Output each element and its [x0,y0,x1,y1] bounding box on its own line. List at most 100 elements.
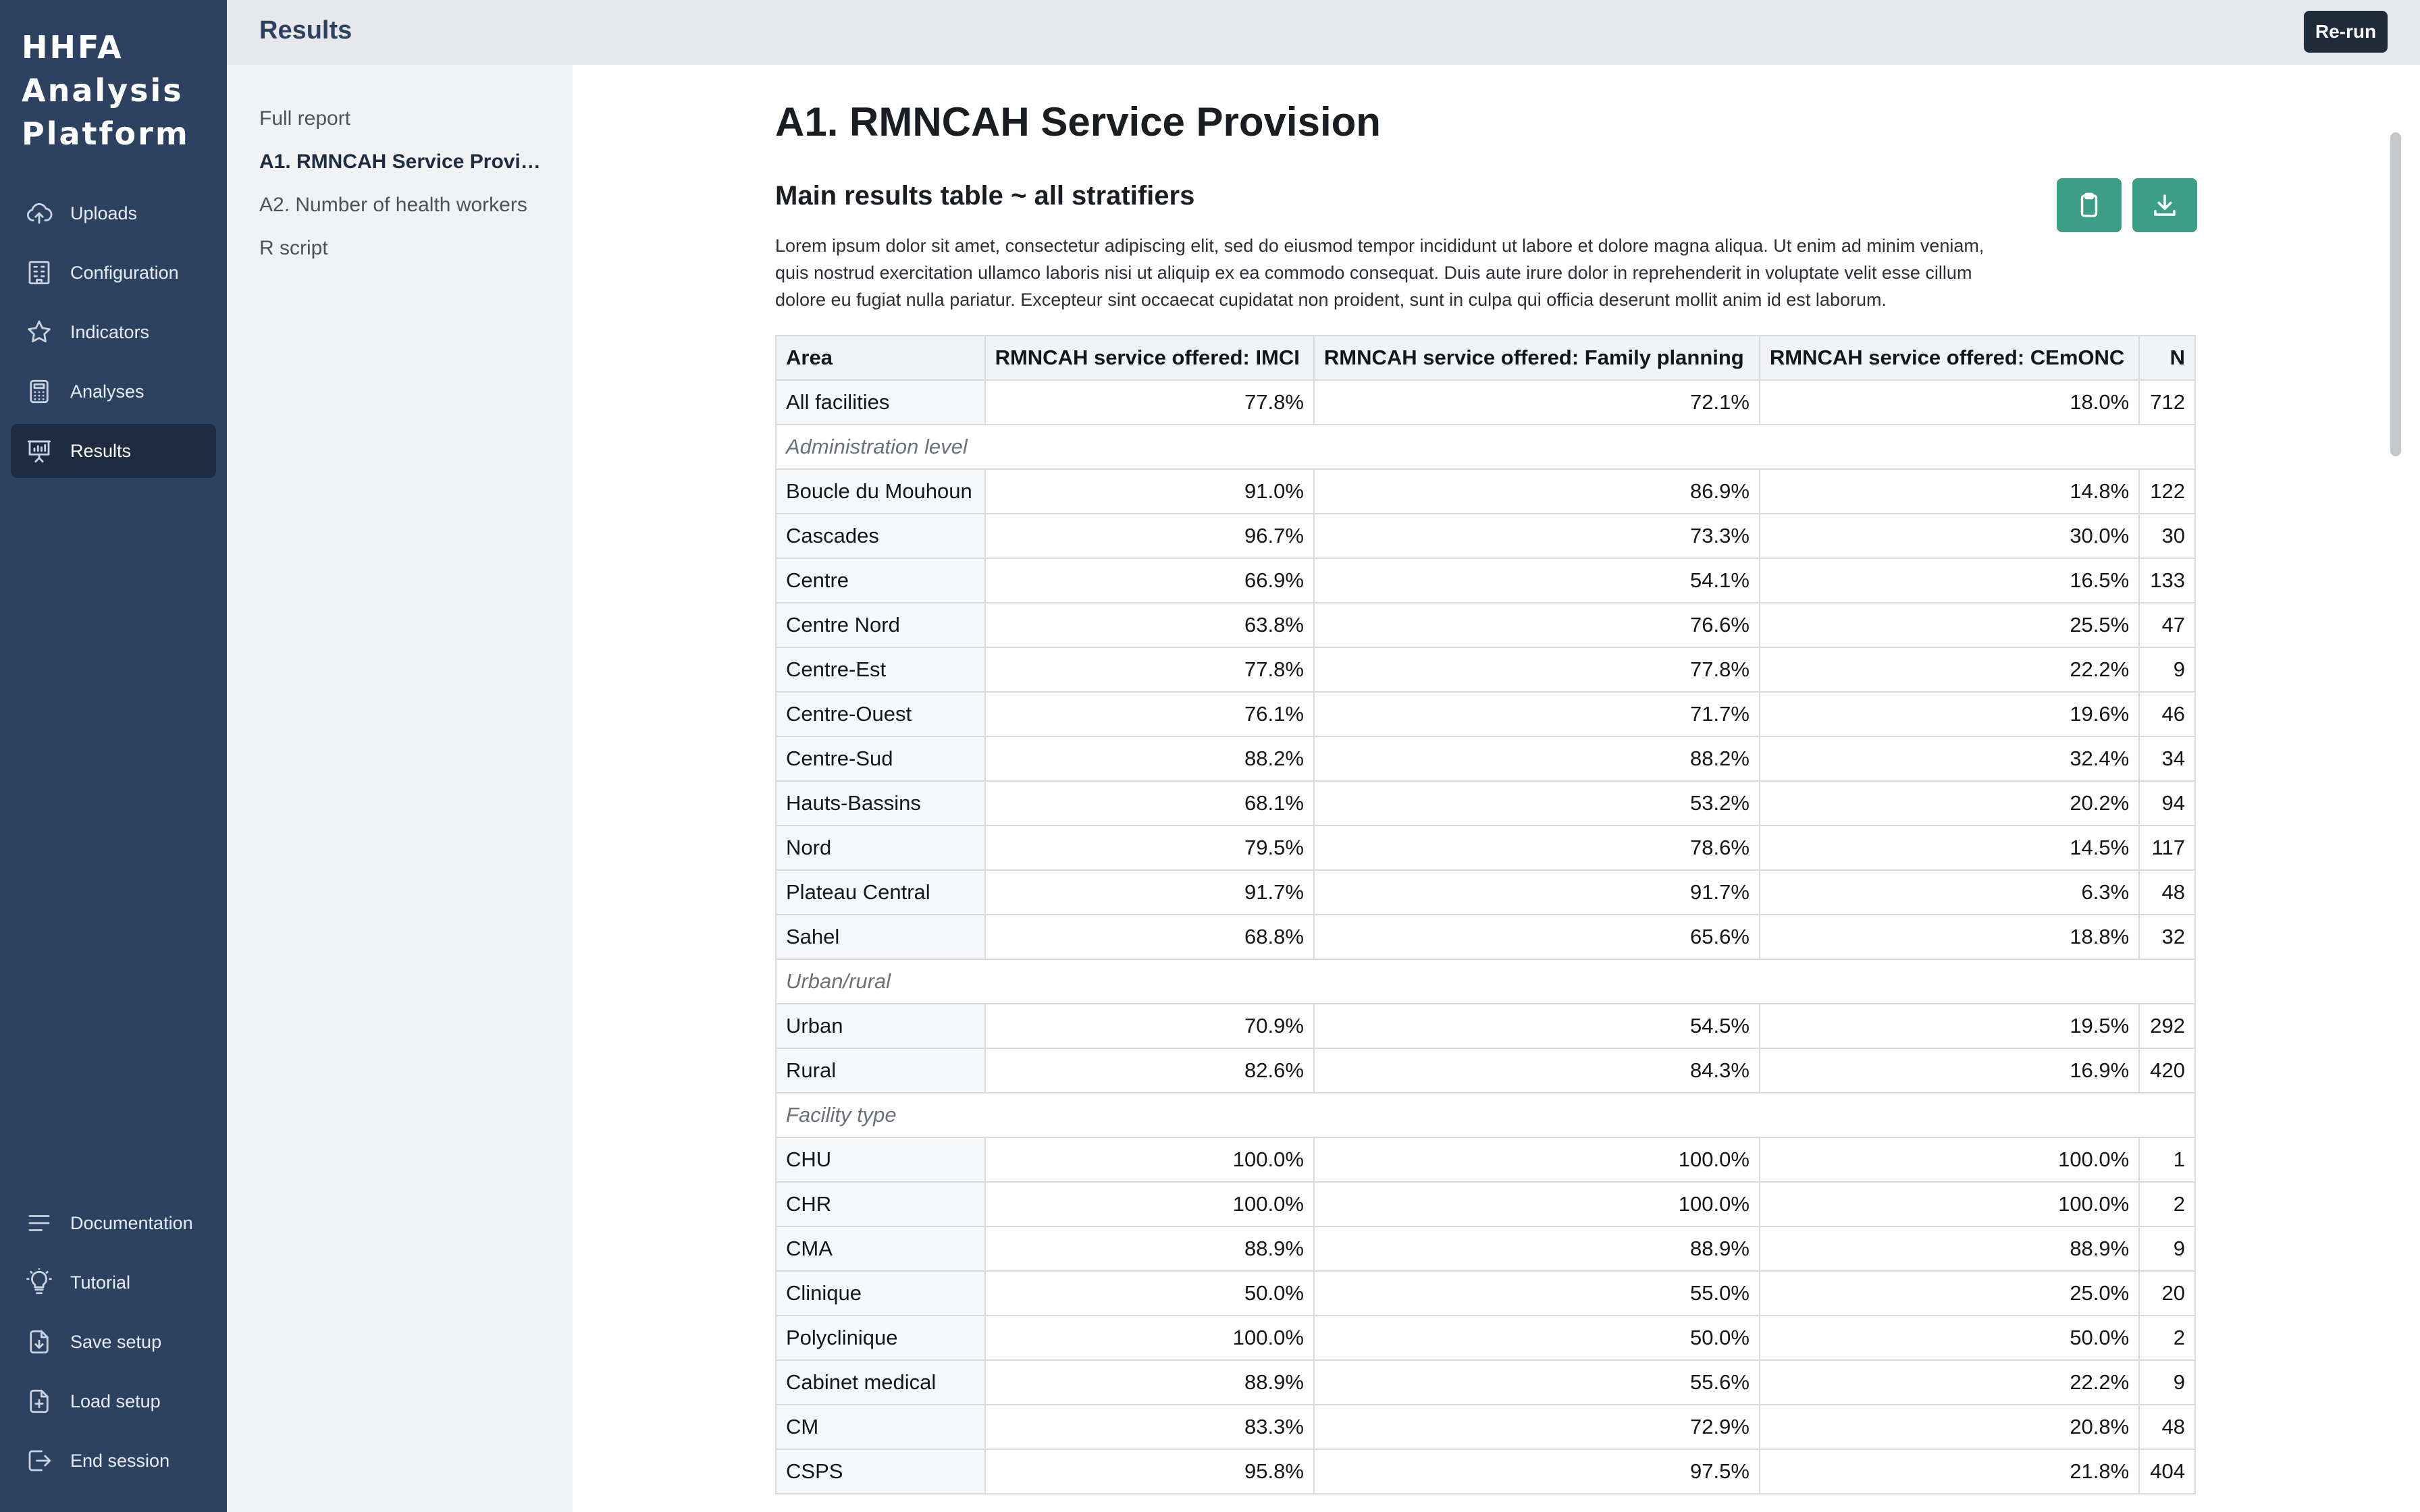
cell-imci: 77.8% [984,647,1315,693]
cell-cemonc: 19.5% [1758,1003,2140,1049]
table-row: All facilities 77.8% 72.1% 18.0% 712 [775,379,2196,425]
cell-family-planning: 91.7% [1313,869,1760,915]
cell-family-planning: 55.0% [1313,1270,1760,1316]
cell-area: CHU [775,1137,986,1183]
nav-label: Documentation [70,1212,193,1233]
cell-n: 30 [2138,513,2196,559]
cell-area: Cabinet medical [775,1359,986,1405]
section-description: Lorem ipsum dolor sit amet, consectetur … [775,236,1984,310]
cell-family-planning: 100.0% [1313,1137,1760,1183]
building-icon [24,258,54,288]
nav-item-configuration[interactable]: Configuration [11,246,216,300]
cell-family-planning: 54.5% [1313,1003,1760,1049]
cell-cemonc: 50.0% [1758,1315,2140,1361]
cell-area: Rural [775,1048,986,1094]
cell-family-planning: 54.1% [1313,558,1760,603]
table-row: CSPS 95.8% 97.5% 21.8% 404 [775,1449,2196,1494]
cell-n: 20 [2138,1270,2196,1316]
download-button[interactable] [2132,178,2197,232]
table-row: CHR 100.0% 100.0% 100.0% 2 [775,1181,2196,1227]
nav-label: Indicators [70,321,150,342]
table-row: Hauts-Bassins 68.1% 53.2% 20.2% 94 [775,780,2196,826]
cell-n: 48 [2138,1404,2196,1450]
cell-cemonc: 88.9% [1758,1226,2140,1272]
cell-cemonc: 22.2% [1758,647,2140,693]
table-header-row: Area RMNCAH service offered: IMCI RMNCAH… [775,335,2196,381]
cell-area: Boucle du Mouhoun [775,468,986,514]
table-row: Centre-Sud 88.2% 88.2% 32.4% 34 [775,736,2196,782]
cell-cemonc: 32.4% [1758,736,2140,782]
nav-item-save-setup[interactable]: Save setup [11,1315,216,1369]
cell-area: Clinique [775,1270,986,1316]
cell-cemonc: 100.0% [1758,1181,2140,1227]
col-header-imci: RMNCAH service offered: IMCI [984,335,1315,381]
table-row: CHU 100.0% 100.0% 100.0% 1 [775,1137,2196,1183]
table-row: Centre-Ouest 76.1% 71.7% 19.6% 46 [775,691,2196,737]
subnav-item-r-script[interactable]: R script [259,237,328,259]
subnav-item-a1[interactable]: A1. RMNCAH Service Provision [259,151,550,173]
cell-imci: 88.9% [984,1359,1315,1405]
nav-item-tutorial[interactable]: Tutorial [11,1256,216,1310]
cell-area: CSPS [775,1449,986,1494]
cell-n: 420 [2138,1048,2196,1094]
table-row: Centre 66.9% 54.1% 16.5% 133 [775,558,2196,603]
calculator-icon [24,377,54,406]
subnav-item-full-report[interactable]: Full report [259,107,351,130]
nav-label: Results [70,440,132,461]
copy-button[interactable] [2057,178,2122,232]
nav-item-uploads[interactable]: Uploads [11,186,216,240]
cell-area: Cascades [775,513,986,559]
nav-item-load-setup[interactable]: Load setup [11,1374,216,1428]
table-row: Plateau Central 91.7% 91.7% 6.3% 48 [775,869,2196,915]
rerun-button[interactable]: Re-run [2304,11,2388,53]
cell-family-planning: 72.1% [1313,379,1760,425]
lightbulb-icon [24,1268,54,1297]
nav-item-end-session[interactable]: End session [11,1434,216,1488]
page-title: A1. RMNCAH Service Provision [775,99,1381,144]
nav-item-documentation[interactable]: Documentation [11,1196,216,1250]
group-label: Urban/rural [775,959,2196,1004]
table-row: Sahel 68.8% 65.6% 18.8% 32 [775,914,2196,960]
nav-item-indicators[interactable]: Indicators [11,305,216,359]
cell-cemonc: 25.5% [1758,602,2140,648]
cell-imci: 100.0% [984,1315,1315,1361]
col-header-n: N [2138,335,2196,381]
cell-imci: 70.9% [984,1003,1315,1049]
cell-family-planning: 72.9% [1313,1404,1760,1450]
cell-cemonc: 16.9% [1758,1048,2140,1094]
cell-area: Centre-Sud [775,736,986,782]
table-actions [2057,178,2197,232]
cell-imci: 79.5% [984,825,1315,871]
cell-family-planning: 71.7% [1313,691,1760,737]
cell-imci: 88.9% [984,1226,1315,1272]
cell-n: 9 [2138,1226,2196,1272]
cell-cemonc: 100.0% [1758,1137,2140,1183]
nav-label: Analyses [70,381,144,402]
cell-area: Centre-Est [775,647,986,693]
nav-label: Tutorial [70,1272,131,1293]
table-row: Centre-Est 77.8% 77.8% 22.2% 9 [775,647,2196,693]
table-row: Polyclinique 100.0% 50.0% 50.0% 2 [775,1315,2196,1361]
cell-cemonc: 18.0% [1758,379,2140,425]
cell-cemonc: 20.2% [1758,780,2140,826]
nav-label: Save setup [70,1331,162,1352]
table-group-row: Administration level [775,424,2196,470]
logout-icon [24,1446,54,1476]
cell-imci: 68.1% [984,780,1315,826]
cell-n: 1 [2138,1137,2196,1183]
cell-cemonc: 21.8% [1758,1449,2140,1494]
main-content: A1. RMNCAH Service Provision Main result… [573,65,2404,1512]
cell-family-planning: 50.0% [1313,1315,1760,1361]
cell-imci: 76.1% [984,691,1315,737]
nav-item-results[interactable]: Results [11,424,216,478]
table-row: Clinique 50.0% 55.0% 25.0% 20 [775,1270,2196,1316]
file-add-icon [24,1386,54,1416]
nav-item-analyses[interactable]: Analyses [11,364,216,418]
cell-family-planning: 77.8% [1313,647,1760,693]
vertical-scrollbar[interactable] [2390,132,2401,456]
nav-label: Configuration [70,262,179,283]
cell-area: Centre-Ouest [775,691,986,737]
subnav-item-a2[interactable]: A2. Number of health workers [259,194,527,216]
cell-area: CHR [775,1181,986,1227]
star-icon [24,317,54,347]
